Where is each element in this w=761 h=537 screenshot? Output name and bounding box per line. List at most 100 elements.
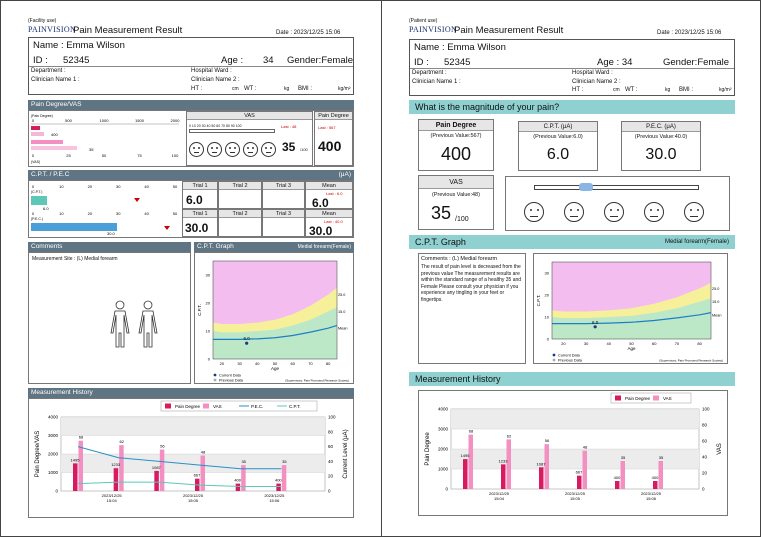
normal-band xyxy=(213,307,337,359)
face-icon xyxy=(207,142,222,157)
pain-degree-data-label: 400 xyxy=(614,475,621,480)
vas-bar xyxy=(200,455,205,491)
trial2-header: Trial 2 xyxy=(219,182,261,190)
patient-age-label: Age : xyxy=(221,55,244,66)
face-icon xyxy=(243,142,258,157)
vas-box: VAS 0 10 20 30 40 50 60 70 80 90 100 Las… xyxy=(186,111,313,166)
cpt-header: C.P.T. (μA) xyxy=(519,122,597,132)
x-axis-label: Age xyxy=(627,346,636,351)
pain-degree-data-label: 1233 xyxy=(111,462,121,467)
report-title: Pain Measurement Result xyxy=(454,25,564,36)
x-tick-label: 30 xyxy=(237,361,242,366)
x-tick-label: 40 xyxy=(255,361,260,366)
vas-last: Last : 48 xyxy=(281,124,297,129)
tick-label: 50 xyxy=(102,153,107,158)
y-axis-label: Pain Degree/VAS xyxy=(35,431,41,478)
comments-header: Comments xyxy=(28,242,191,252)
vas-bar-previous xyxy=(31,146,77,150)
cpt-pec-header: C.P.T. / P.E.C (μA) xyxy=(28,170,354,180)
tick-label: 500 xyxy=(65,118,72,123)
department-label: Department : xyxy=(412,70,447,76)
history-header: Measurement History xyxy=(409,372,735,386)
x-tick-label: 60 xyxy=(290,361,295,366)
patient-id: 52345 xyxy=(63,55,90,66)
y2-tick-label: 60 xyxy=(328,444,334,449)
cpt-bar-label: (C.P.T.) xyxy=(31,190,42,194)
pain-degree-card: Pain Degree (Previous Value:567) 400 xyxy=(418,119,494,171)
cpt-graph-title: C.P.T. Graph xyxy=(197,243,234,250)
ht-unit: cm xyxy=(613,87,620,93)
pec-header: P.E.C. (μA) xyxy=(622,122,700,132)
pain-degree-bar xyxy=(154,470,159,491)
vas-bar xyxy=(582,450,587,489)
y-tick-label: 3000 xyxy=(438,427,449,432)
clinician-2-label: Clinician Name 2 : xyxy=(572,79,621,85)
vas-bar xyxy=(241,465,246,491)
clinician-1-label: Clinician Name 1 : xyxy=(412,79,461,85)
ht-unit: cm xyxy=(232,86,239,92)
report-date: Date : 2023/12/25 15:06 xyxy=(657,30,722,36)
band-label: Mean xyxy=(338,327,348,331)
department-label: Department : xyxy=(31,68,66,74)
vas-bar-value: 35 xyxy=(89,147,94,152)
cpt-graph-site: Medial forearm(Female) xyxy=(664,239,729,245)
pain-degree-bar xyxy=(276,483,281,491)
y-tick-label: 0 xyxy=(445,487,448,492)
x-tick-label: 2023/12/25 xyxy=(565,491,586,496)
tick-label: 75 xyxy=(137,153,142,158)
tick-label: 30 xyxy=(116,211,121,216)
face-icon xyxy=(225,142,240,157)
cpt-graph: 0 10 20 30 20 30 40 50 60 70 80 Age C.P.T. 25.0 15.0 Me… xyxy=(536,261,723,363)
pain-degree-bar xyxy=(653,481,658,489)
cpt-mean-cell: Mean Last : 6.0 6.0 xyxy=(305,181,353,210)
pec-line xyxy=(77,446,282,470)
vas-data-label: 48 xyxy=(583,445,588,450)
mean-header: Mean xyxy=(306,182,352,190)
pain-degree-last: Last : 567 xyxy=(318,125,336,130)
pain-vas-header: Pain Degree/VAS xyxy=(28,100,354,110)
y-tick-label: 0 xyxy=(547,337,550,342)
legend-previous-icon xyxy=(213,378,217,382)
pain-degree-data-label: 400 xyxy=(275,478,282,483)
y-tick-label: 10 xyxy=(206,329,211,334)
pain-degree-header: Pain Degree xyxy=(419,120,493,131)
vas-bar-label: (VAS) xyxy=(31,160,40,164)
pain-degree-data-label: 1495 xyxy=(461,453,471,458)
x-tick-label: 70 xyxy=(308,361,313,366)
pain-degree-bar xyxy=(73,463,78,491)
pain-degree-data-label: 1233 xyxy=(499,458,509,463)
tick-label: 40 xyxy=(144,184,149,189)
bmi-unit: kg/m² xyxy=(338,86,351,92)
y-tick-label: 2000 xyxy=(48,452,59,457)
body-diagram-icon xyxy=(110,300,158,348)
pain-degree-box: Pain Degree Last : 567 400 xyxy=(314,111,353,166)
vas-bar xyxy=(78,440,83,491)
comments-panel: Measurement Site : (L) Medial forearm xyxy=(28,252,191,384)
cpt-prev: (Previous Value:6.0) xyxy=(533,134,583,140)
history-panel: 0 1000 2000 3000 4000 0 20 40 60 80 100 1495 68 1233 6… xyxy=(418,390,728,516)
patient-age: Age : 34 xyxy=(597,57,633,68)
pec-bar-label: (P.E.C.) xyxy=(31,217,43,221)
face-icon xyxy=(189,142,204,157)
bmi-unit: kg/m² xyxy=(719,87,732,93)
band-label: 25.0 xyxy=(338,293,345,297)
legend-current: Current Data xyxy=(558,354,581,358)
pain-bar-current xyxy=(31,126,40,130)
report-title: Pain Measurement Result xyxy=(73,25,183,36)
cpt-graph-site: Medial forearm(Female) xyxy=(297,244,351,250)
point-label: 6.0 xyxy=(244,336,251,341)
cpt-trial2-cell: Trial 2 xyxy=(218,181,262,209)
y-tick-label: 20 xyxy=(206,301,211,306)
y-tick-label: 0 xyxy=(55,489,58,494)
x-tick-label: 2023/12/25 xyxy=(641,491,662,496)
vas-value: 35 xyxy=(282,140,296,154)
y-tick-label: 30 xyxy=(206,273,211,278)
legend-swatch xyxy=(653,395,659,401)
cpt-graph-header: C.P.T. Graph Medial forearm(Female) xyxy=(194,242,354,252)
vas-header: VAS xyxy=(419,176,493,189)
x-tick-label: 2023/12/25 xyxy=(183,493,204,498)
pain-degree-header: Pain Degree xyxy=(315,112,352,120)
cpt-value: 6.0 xyxy=(546,146,570,163)
tick-label: 50 xyxy=(173,211,178,216)
history-header: Measurement History xyxy=(28,388,354,398)
